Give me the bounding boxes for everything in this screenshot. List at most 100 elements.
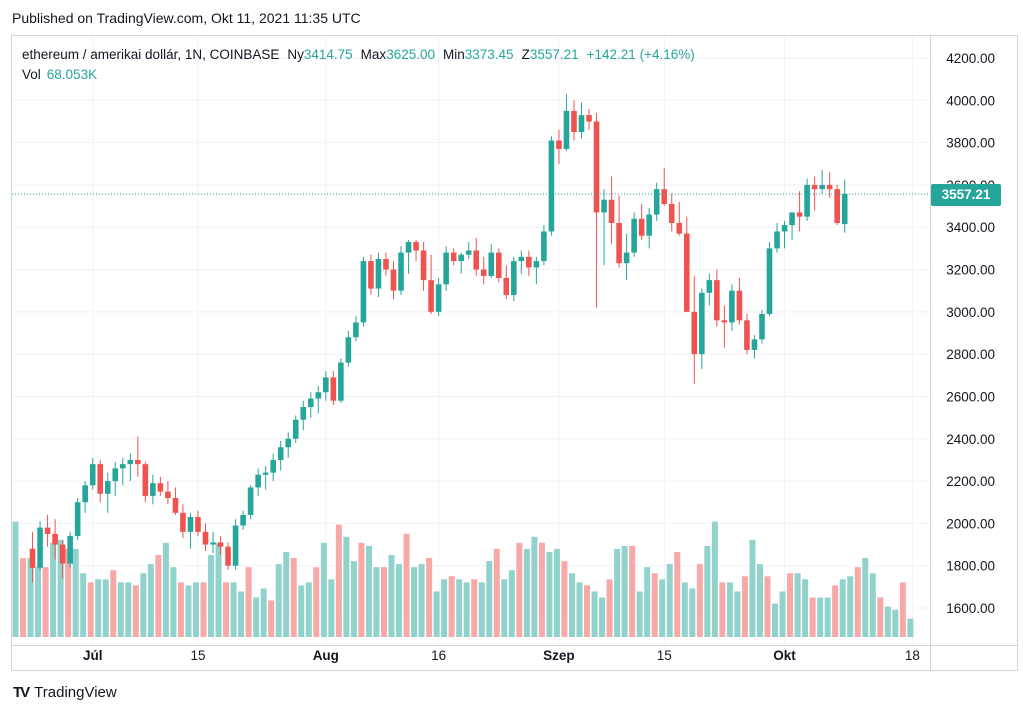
candle-body bbox=[300, 407, 307, 420]
volume-bar bbox=[689, 588, 696, 637]
volume-bar bbox=[358, 542, 365, 637]
candle-body bbox=[285, 438, 292, 448]
candle-body bbox=[44, 527, 51, 534]
candlesticks bbox=[29, 93, 848, 583]
volume-bar bbox=[245, 567, 252, 637]
candle-body bbox=[533, 261, 540, 268]
time-axis: Júl 15 Aug 16 Szep 15 Okt 18 bbox=[83, 648, 920, 663]
volume-bar bbox=[508, 570, 515, 637]
candle-body bbox=[774, 231, 780, 249]
y-tick-label: 3400.00 bbox=[946, 220, 995, 235]
candle-body bbox=[172, 498, 179, 513]
y-tick-label: 2400.00 bbox=[946, 432, 995, 447]
candle-body bbox=[180, 512, 186, 532]
volume-bar bbox=[20, 558, 27, 637]
volume-bar bbox=[478, 582, 485, 637]
volume-bar bbox=[87, 582, 94, 637]
volume-bar bbox=[538, 542, 545, 637]
volume-bars bbox=[12, 521, 914, 637]
candle-body bbox=[360, 261, 367, 323]
volume-bar bbox=[629, 545, 636, 637]
candle-body bbox=[804, 184, 810, 217]
change-value: +142.21 (+4.16%) bbox=[586, 47, 695, 62]
candle-body bbox=[127, 459, 134, 465]
candle-body bbox=[488, 252, 495, 276]
candle-body bbox=[473, 250, 480, 270]
volume-bar bbox=[441, 579, 448, 637]
candle-body bbox=[435, 284, 442, 312]
candle-body bbox=[699, 292, 705, 355]
chart-frame[interactable] bbox=[11, 35, 1018, 671]
candle-body bbox=[202, 531, 209, 545]
candle-body bbox=[330, 377, 337, 401]
candle-body bbox=[247, 487, 254, 515]
candle-body bbox=[541, 231, 547, 262]
volume-bar bbox=[313, 567, 320, 637]
volume-bar bbox=[403, 533, 410, 637]
candle-body bbox=[751, 339, 758, 350]
candle-body bbox=[225, 546, 231, 566]
candle-body bbox=[217, 542, 224, 547]
candle-body bbox=[789, 212, 795, 226]
volume-bar bbox=[177, 582, 184, 637]
candle-body bbox=[511, 261, 517, 295]
candle-body bbox=[819, 184, 825, 190]
close-value: 3557.21 bbox=[529, 47, 579, 62]
candle-body bbox=[420, 250, 427, 281]
volume-bar bbox=[644, 567, 651, 637]
volume-bar bbox=[516, 542, 523, 637]
x-tick-label: Júl bbox=[83, 648, 103, 663]
candle-body bbox=[277, 447, 284, 460]
x-tick-label: Okt bbox=[773, 648, 796, 663]
volume-bar bbox=[471, 579, 478, 637]
candle-body bbox=[736, 290, 743, 321]
volume-bar bbox=[35, 567, 42, 637]
candle-body bbox=[315, 392, 322, 399]
volume-bar bbox=[523, 548, 530, 637]
candle-body bbox=[67, 536, 73, 564]
tradingview-logo[interactable]: TV TradingView bbox=[13, 684, 117, 701]
volume-bar bbox=[456, 579, 463, 637]
low-value: 3373.45 bbox=[464, 47, 514, 62]
candle-body bbox=[458, 254, 464, 262]
volume-bar bbox=[651, 573, 658, 637]
candle-body bbox=[811, 184, 818, 190]
candle-body bbox=[210, 542, 216, 545]
candle-body bbox=[443, 252, 449, 285]
volume-bar bbox=[907, 618, 914, 637]
candle-body bbox=[150, 483, 156, 496]
volume-bar bbox=[155, 555, 162, 637]
volume-bar bbox=[899, 582, 906, 637]
candle-body bbox=[270, 459, 276, 473]
y-tick-label: 3200.00 bbox=[946, 263, 995, 278]
y-tick-label: 2600.00 bbox=[946, 389, 995, 404]
volume-bar bbox=[283, 551, 290, 637]
volume-bar bbox=[162, 542, 169, 637]
volume-bar bbox=[711, 521, 718, 637]
candle-body bbox=[165, 491, 171, 498]
candle-body bbox=[195, 517, 201, 532]
volume-bar bbox=[749, 539, 756, 637]
volume-bar bbox=[170, 567, 177, 637]
candle-body bbox=[706, 280, 713, 293]
candle-body bbox=[338, 362, 344, 401]
candle-body bbox=[834, 189, 840, 223]
volume-bar bbox=[260, 588, 267, 637]
candle-body bbox=[292, 419, 299, 439]
volume-bar bbox=[72, 548, 79, 637]
candle-body bbox=[52, 533, 58, 545]
volume-bar bbox=[117, 582, 124, 637]
volume-value: 68.053K bbox=[46, 67, 98, 82]
candle-body bbox=[518, 256, 525, 262]
volume-bar bbox=[268, 600, 275, 637]
volume-bar bbox=[772, 603, 779, 637]
volume-bar bbox=[779, 591, 786, 637]
volume-bar bbox=[854, 567, 861, 637]
ohlc-row: ethereum / amerikai dollár, 1N, COINBASE… bbox=[22, 45, 703, 65]
candle-body bbox=[608, 199, 615, 223]
volume-bar bbox=[862, 558, 869, 637]
candle-body bbox=[413, 242, 419, 251]
volume-bar bbox=[696, 564, 703, 637]
volume-bar bbox=[726, 582, 733, 637]
